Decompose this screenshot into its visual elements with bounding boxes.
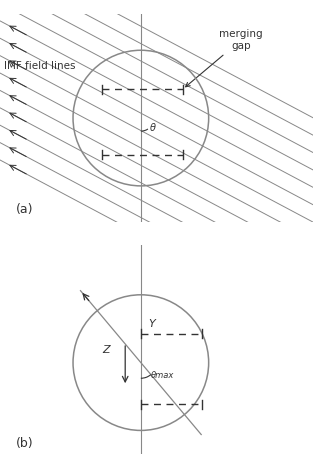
Text: IMF field lines: IMF field lines: [4, 61, 75, 71]
Text: merging
gap: merging gap: [186, 29, 263, 87]
Text: Z: Z: [102, 344, 110, 355]
Text: θmax: θmax: [151, 371, 175, 380]
Text: Y: Y: [148, 319, 155, 329]
Text: (b): (b): [16, 438, 33, 450]
Text: θ: θ: [150, 123, 156, 133]
Text: (a): (a): [16, 203, 33, 216]
